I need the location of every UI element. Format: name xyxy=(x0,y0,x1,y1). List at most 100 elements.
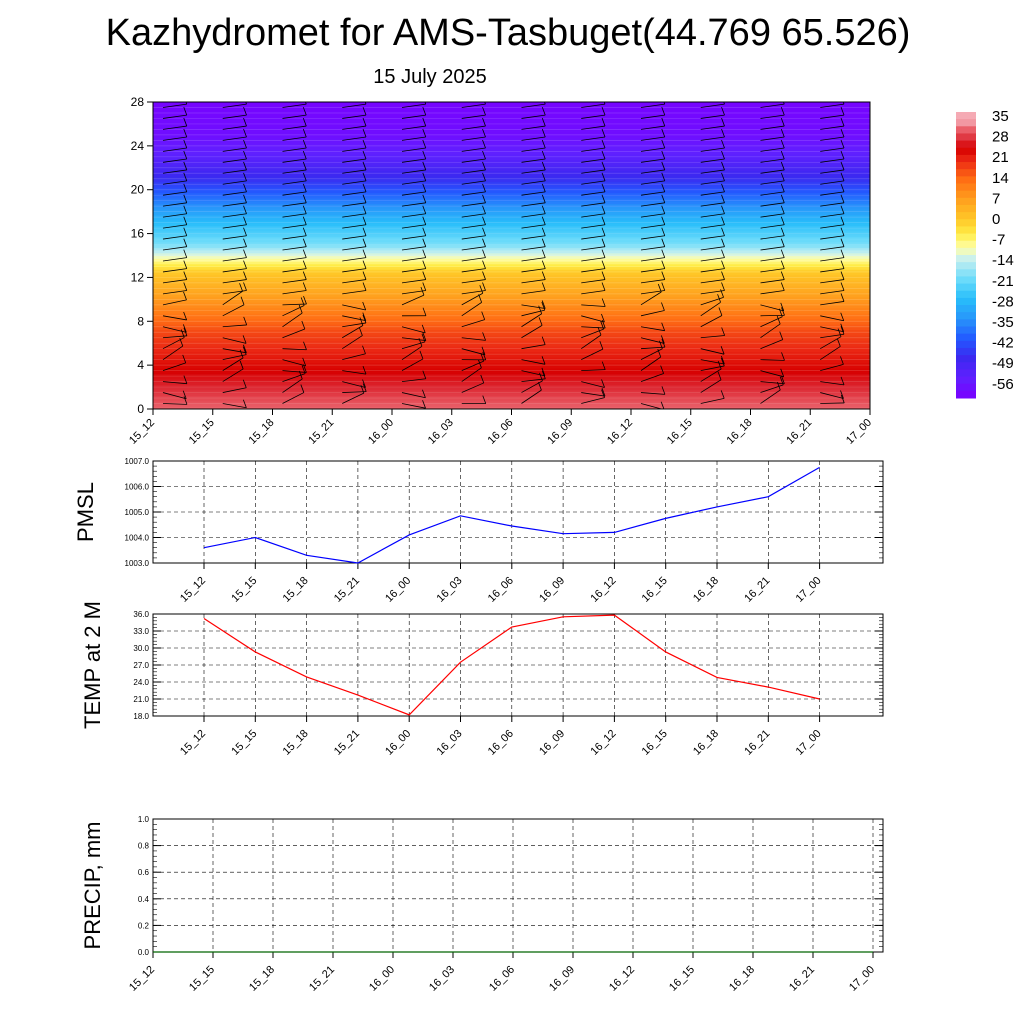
wind-barb xyxy=(760,304,784,312)
wind-barb-flag xyxy=(780,128,785,138)
wind-barb xyxy=(461,337,486,341)
wind-barb-flag xyxy=(661,386,666,395)
wind-barb-flag xyxy=(721,150,725,160)
wind-barb xyxy=(162,290,187,295)
wind-barb xyxy=(162,337,185,350)
wind-barb-flag xyxy=(422,282,427,291)
wind-barb xyxy=(342,169,367,174)
wind-barb-flag xyxy=(422,150,427,160)
wind-barb-flag xyxy=(541,336,546,345)
heatmap-band xyxy=(153,365,870,369)
y-tick-label: 1007.0 xyxy=(125,457,150,466)
wind-barb-flag xyxy=(362,345,366,354)
wind-barb xyxy=(401,341,426,350)
heatmap-band xyxy=(153,362,870,366)
wind-barb-flag xyxy=(481,311,486,320)
wind-barb xyxy=(820,268,845,273)
wind-barb xyxy=(282,257,307,262)
wind-barb xyxy=(162,381,187,385)
wind-barb-flag xyxy=(780,271,785,280)
y-tick-label: 1.0 xyxy=(138,815,150,824)
wind-barb xyxy=(820,326,844,333)
wind-barb xyxy=(640,268,665,273)
wind-barb xyxy=(760,180,785,185)
x-tick-label: 16_00 xyxy=(383,575,413,605)
wind-barb xyxy=(162,246,187,251)
wind-barb-flag xyxy=(541,271,546,280)
wind-barb-flag xyxy=(601,117,606,127)
wind-barb-flag xyxy=(183,271,188,280)
wind-barb xyxy=(820,202,845,207)
x-tick-label: 16_12 xyxy=(588,575,618,605)
wind-barb xyxy=(342,322,367,328)
wind-barb-flag xyxy=(364,102,367,105)
wind-barb xyxy=(342,180,367,185)
wind-barb-flag xyxy=(601,379,605,388)
wind-barb xyxy=(162,191,187,196)
heatmap-band xyxy=(153,326,870,331)
wind-barb-flag xyxy=(661,161,666,171)
colorbar-swatch xyxy=(956,347,976,356)
wind-barb-flag xyxy=(422,139,427,149)
wind-barb-flag xyxy=(601,313,605,323)
wind-barb-flag xyxy=(183,238,188,247)
wind-barb xyxy=(162,268,187,273)
wind-barb xyxy=(640,103,665,108)
wind-barb xyxy=(162,362,186,372)
wind-barb xyxy=(342,103,367,108)
wind-barb-flag xyxy=(482,205,486,214)
wind-barb-flag xyxy=(721,282,725,291)
y-tick-label: 1006.0 xyxy=(125,483,150,492)
wind-barb-flag xyxy=(781,375,785,384)
wind-barb xyxy=(461,360,484,371)
wind-barb-flag xyxy=(183,375,188,384)
wind-barb xyxy=(282,378,303,393)
heatmap-band xyxy=(153,126,870,131)
x-tick-label: 15_15 xyxy=(229,728,259,758)
wind-barb xyxy=(640,310,665,317)
heatmap-band xyxy=(153,244,870,248)
wind-barb xyxy=(162,180,187,185)
wind-barb-flag xyxy=(302,227,307,236)
wind-barb xyxy=(700,315,723,328)
x-tick-label: 16_09 xyxy=(545,417,575,447)
heatmap-band xyxy=(153,343,870,347)
wind-barb-flag xyxy=(422,400,426,409)
wind-barb-flag xyxy=(840,312,845,321)
wind-barb xyxy=(222,158,247,163)
heatmap-band xyxy=(153,137,870,141)
wind-barb-flag xyxy=(482,183,486,192)
wind-barb-flag xyxy=(482,332,486,341)
heatmap-band xyxy=(153,228,870,232)
heatmap-band xyxy=(153,381,870,385)
wind-barb xyxy=(760,224,785,229)
y-tick-label: 36.0 xyxy=(133,610,149,619)
wind-barb-flag xyxy=(837,328,842,337)
wind-barb-flag xyxy=(302,271,307,280)
wind-barb xyxy=(521,380,543,393)
wind-barb xyxy=(700,296,724,306)
wind-barb-flag xyxy=(661,227,666,236)
wind-barb-flag xyxy=(243,260,247,269)
wind-barb-flag xyxy=(482,150,486,160)
heatmap-band xyxy=(153,285,870,289)
x-tick-label: 16_00 xyxy=(366,417,396,447)
x-tick-label: 16_15 xyxy=(640,575,670,605)
panel-frame xyxy=(152,818,884,953)
x-tick-label: 16_18 xyxy=(725,417,755,447)
wind-barb-flag xyxy=(302,260,307,269)
y-tick-label: 24.0 xyxy=(133,678,149,687)
wind-barb-flag xyxy=(362,314,367,324)
wind-barb xyxy=(461,136,486,141)
wind-barb xyxy=(880,225,904,228)
wind-barb xyxy=(282,373,306,382)
wind-barb xyxy=(581,326,606,329)
colorbar-swatch xyxy=(956,212,976,220)
y-tick-label: 0.4 xyxy=(138,895,150,904)
wind-barb xyxy=(581,268,606,273)
wind-barb-flag xyxy=(601,216,606,225)
wind-barb xyxy=(700,365,725,372)
wind-barb-flag xyxy=(422,106,427,116)
wind-barb xyxy=(282,180,307,185)
wind-barb xyxy=(581,103,606,108)
